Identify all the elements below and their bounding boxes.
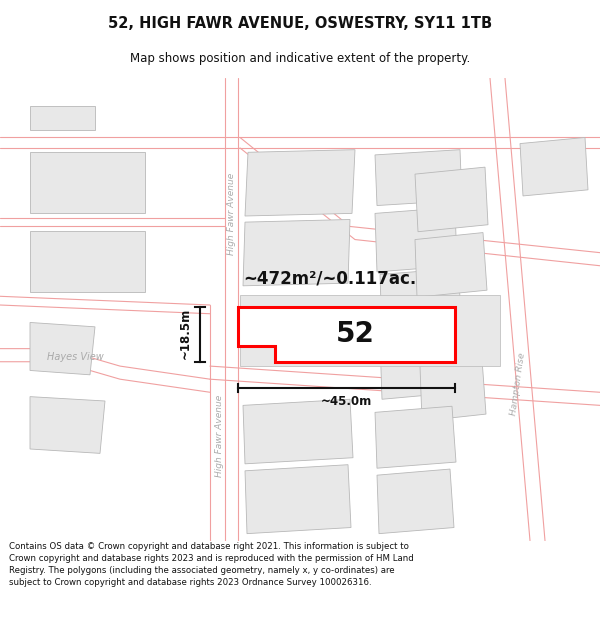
Polygon shape	[375, 406, 456, 468]
Text: High Fawr Avenue: High Fawr Avenue	[215, 395, 224, 477]
Polygon shape	[415, 232, 487, 297]
Text: 52, HIGH FAWR AVENUE, OSWESTRY, SY11 1TB: 52, HIGH FAWR AVENUE, OSWESTRY, SY11 1TB	[108, 16, 492, 31]
Polygon shape	[380, 268, 462, 333]
Polygon shape	[30, 152, 145, 213]
Polygon shape	[30, 231, 145, 292]
Text: ~45.0m: ~45.0m	[320, 394, 371, 408]
Polygon shape	[375, 149, 462, 206]
Polygon shape	[245, 149, 355, 216]
Polygon shape	[520, 138, 588, 196]
Polygon shape	[420, 359, 486, 421]
Polygon shape	[240, 294, 500, 366]
Polygon shape	[377, 469, 454, 534]
Polygon shape	[380, 334, 460, 399]
Text: 52: 52	[335, 320, 374, 348]
Text: Hampton Rise: Hampton Rise	[509, 351, 527, 416]
Polygon shape	[418, 296, 486, 360]
Polygon shape	[245, 465, 351, 534]
Text: ~472m²/~0.117ac.: ~472m²/~0.117ac.	[244, 270, 416, 288]
Text: ~18.5m: ~18.5m	[179, 308, 191, 359]
Polygon shape	[375, 208, 457, 272]
Text: Map shows position and indicative extent of the property.: Map shows position and indicative extent…	[130, 52, 470, 65]
Polygon shape	[238, 307, 455, 362]
Text: High Fawr Avenue: High Fawr Avenue	[227, 173, 236, 254]
Polygon shape	[30, 106, 95, 131]
Polygon shape	[415, 167, 488, 232]
Text: Contains OS data © Crown copyright and database right 2021. This information is : Contains OS data © Crown copyright and d…	[9, 542, 414, 587]
Polygon shape	[243, 399, 353, 464]
Text: Hayes View: Hayes View	[47, 352, 103, 362]
Polygon shape	[243, 219, 350, 286]
Polygon shape	[30, 397, 105, 453]
Polygon shape	[30, 322, 95, 375]
